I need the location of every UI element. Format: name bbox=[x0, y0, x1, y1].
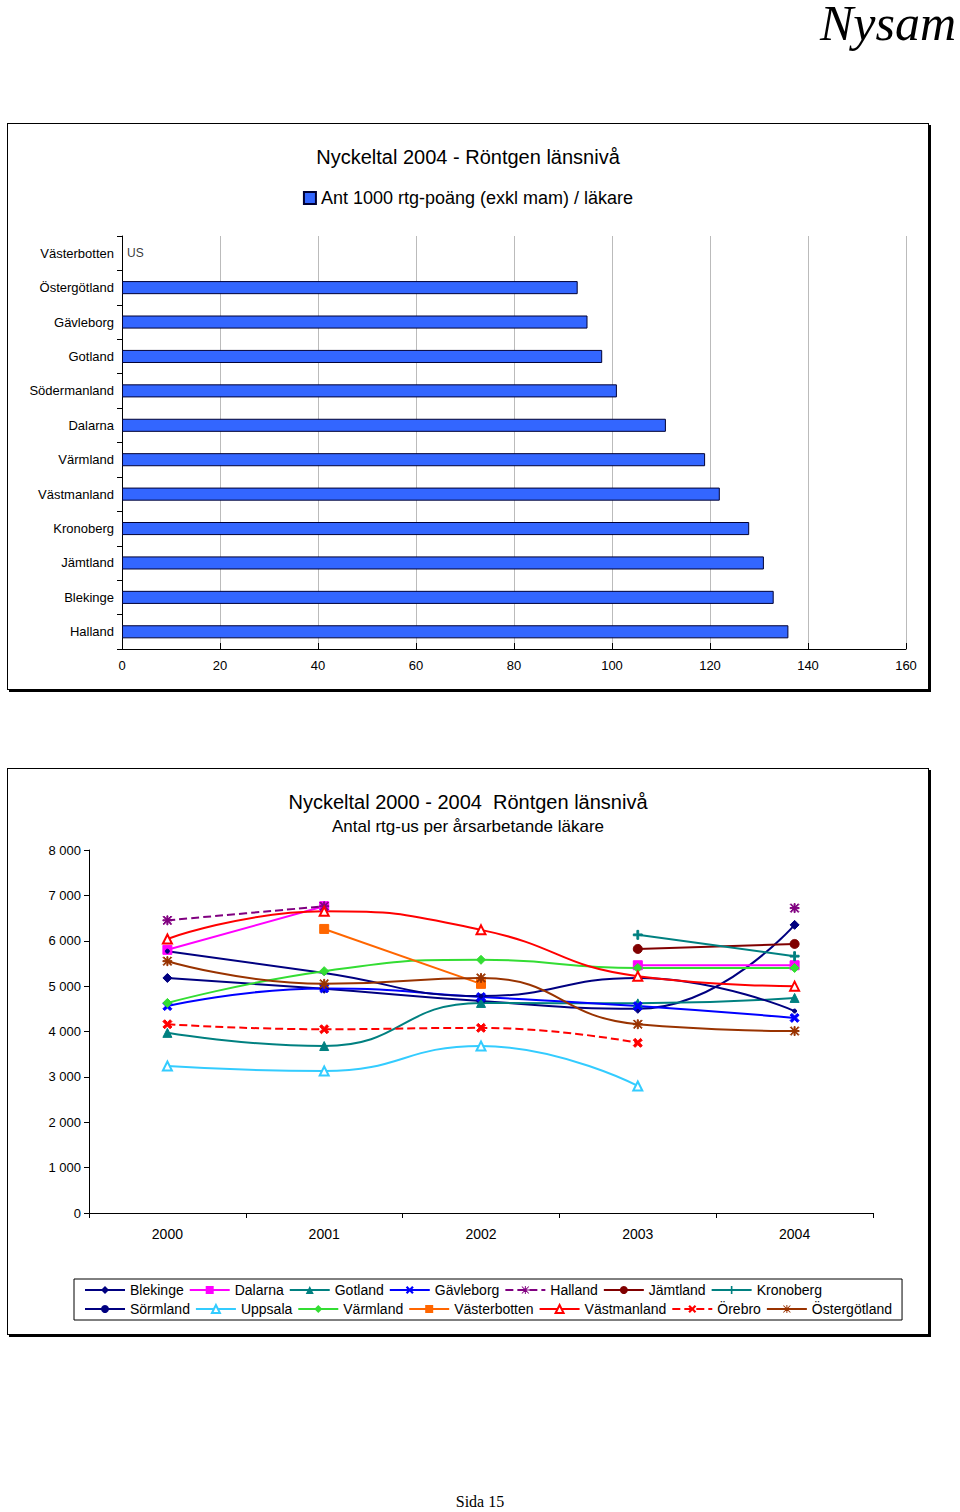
svg-text:2001: 2001 bbox=[309, 1226, 340, 1242]
svg-text:Jämtland: Jämtland bbox=[61, 555, 114, 570]
svg-text:Nyckeltal 2000 - 2004 Röntgen: Nyckeltal 2000 - 2004 Röntgen länsnivå bbox=[288, 791, 648, 813]
svg-text:Västerbotten: Västerbotten bbox=[40, 246, 114, 261]
svg-text:60: 60 bbox=[409, 658, 423, 673]
svg-text:100: 100 bbox=[601, 658, 623, 673]
svg-text:Västmanland: Västmanland bbox=[38, 487, 114, 502]
svg-text:Blekinge: Blekinge bbox=[64, 590, 114, 605]
svg-text:140: 140 bbox=[797, 658, 819, 673]
svg-text:Sörmland: Sörmland bbox=[130, 1301, 190, 1317]
svg-text:40: 40 bbox=[311, 658, 325, 673]
svg-text:Västerbotten: Västerbotten bbox=[454, 1301, 533, 1317]
svg-text:6 000: 6 000 bbox=[48, 933, 81, 948]
svg-text:Gävleborg: Gävleborg bbox=[54, 315, 114, 330]
svg-text:2003: 2003 bbox=[622, 1226, 653, 1242]
svg-text:Södermanland: Södermanland bbox=[29, 383, 114, 398]
svg-text:Gotland: Gotland bbox=[335, 1282, 384, 1298]
svg-text:Örebro: Örebro bbox=[717, 1300, 761, 1317]
svg-text:20: 20 bbox=[213, 658, 227, 673]
svg-text:0: 0 bbox=[74, 1206, 81, 1221]
svg-text:Jämtland: Jämtland bbox=[649, 1282, 706, 1298]
svg-text:Halland: Halland bbox=[550, 1282, 597, 1298]
svg-text:US: US bbox=[127, 246, 144, 260]
svg-text:Värmland: Värmland bbox=[58, 452, 114, 467]
svg-text:Värmland: Värmland bbox=[343, 1301, 403, 1317]
svg-text:2000: 2000 bbox=[152, 1226, 183, 1242]
svg-text:3 000: 3 000 bbox=[48, 1069, 81, 1084]
svg-text:Gävleborg: Gävleborg bbox=[435, 1282, 500, 1298]
svg-text:Antal rtg-us per årsarbetande: Antal rtg-us per årsarbetande läkare bbox=[332, 817, 604, 836]
svg-text:0: 0 bbox=[118, 658, 125, 673]
svg-text:Halland: Halland bbox=[70, 624, 114, 639]
svg-text:Ant 1000 rtg-poäng (exkl mam): Ant 1000 rtg-poäng (exkl mam) / läkare bbox=[321, 188, 633, 208]
svg-text:2004: 2004 bbox=[779, 1226, 810, 1242]
svg-text:2 000: 2 000 bbox=[48, 1115, 81, 1130]
svg-text:Blekinge: Blekinge bbox=[130, 1282, 184, 1298]
svg-text:5 000: 5 000 bbox=[48, 979, 81, 994]
svg-text:8 000: 8 000 bbox=[48, 843, 81, 858]
svg-text:120: 120 bbox=[699, 658, 721, 673]
svg-text:4 000: 4 000 bbox=[48, 1024, 81, 1039]
svg-text:160: 160 bbox=[895, 658, 917, 673]
svg-text:Dalarna: Dalarna bbox=[235, 1282, 284, 1298]
svg-text:Östergötland: Östergötland bbox=[812, 1300, 892, 1317]
svg-text:7 000: 7 000 bbox=[48, 888, 81, 903]
svg-text:Kronoberg: Kronoberg bbox=[757, 1282, 822, 1298]
svg-text:Kronoberg: Kronoberg bbox=[53, 521, 114, 536]
svg-text:1 000: 1 000 bbox=[48, 1160, 81, 1175]
svg-text:80: 80 bbox=[507, 658, 521, 673]
svg-text:Nyckeltal 2004 - Röntgen länsn: Nyckeltal 2004 - Röntgen länsnivå bbox=[316, 146, 620, 168]
svg-text:Dalarna: Dalarna bbox=[68, 418, 114, 433]
html-text:Sida 15: Sida 15 bbox=[455, 1493, 505, 1510]
svg-text:Uppsala: Uppsala bbox=[241, 1301, 293, 1317]
svg-text:Östergötland: Östergötland bbox=[40, 280, 114, 295]
svg-text:Västmanland: Västmanland bbox=[585, 1301, 667, 1317]
svg-text:2002: 2002 bbox=[465, 1226, 496, 1242]
svg-text:Gotland: Gotland bbox=[68, 349, 114, 364]
